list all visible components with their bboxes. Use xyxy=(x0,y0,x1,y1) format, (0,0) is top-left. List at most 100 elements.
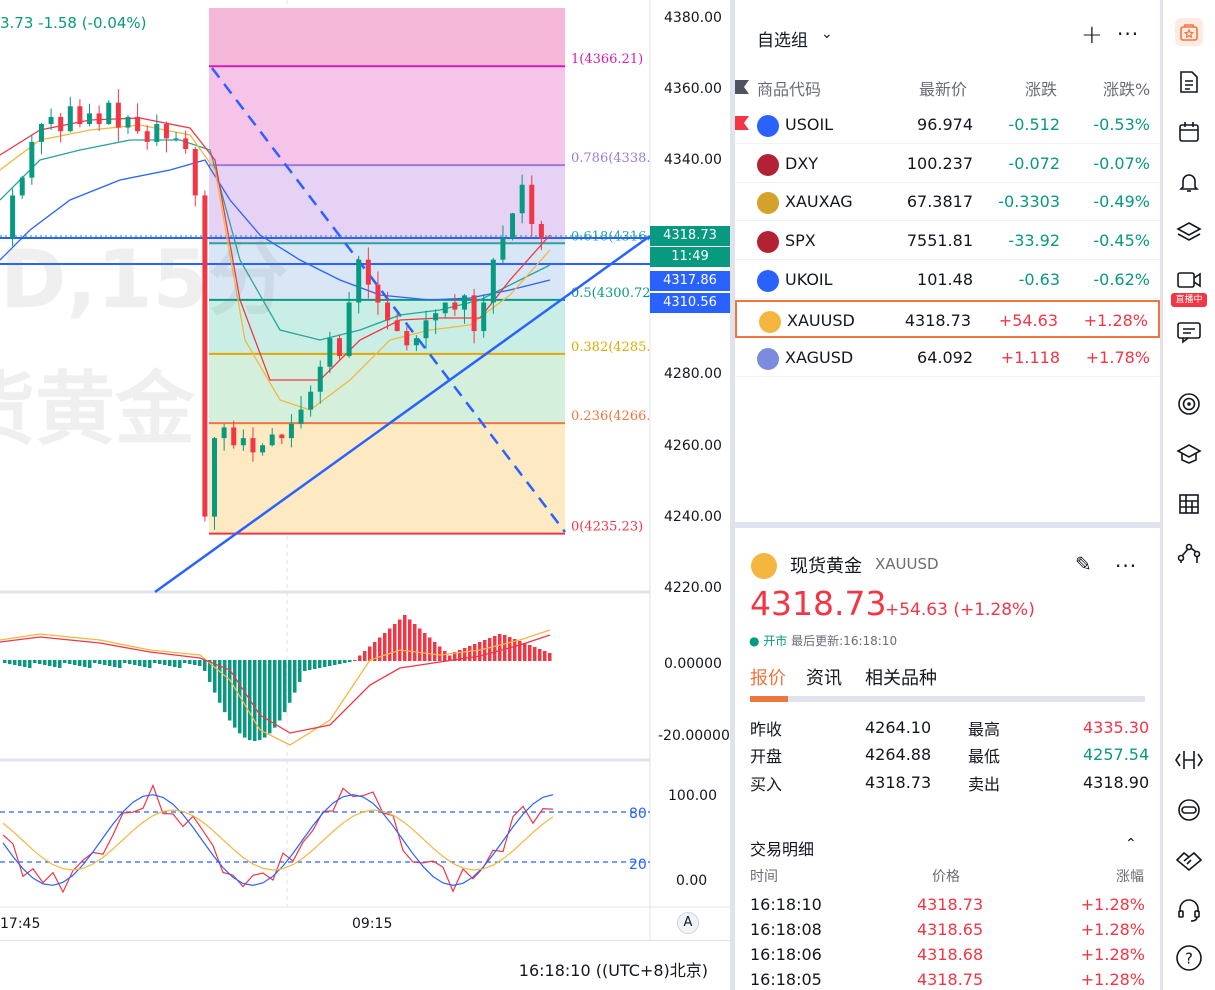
chevron-down-icon[interactable]: ⌄ xyxy=(821,26,833,42)
watchlist-row-dxy[interactable]: DXY 100.237 -0.072 -0.07% xyxy=(735,145,1160,183)
row-last: 7551.81 xyxy=(906,231,973,250)
watchlist-columns: 商品代码 最新价 涨跌 涨跌% xyxy=(735,70,1160,106)
macd-bar xyxy=(433,642,437,661)
auto-scale-button[interactable]: A xyxy=(677,912,699,934)
watchlist-icon[interactable] xyxy=(1175,18,1203,46)
panel-divider-horizontal[interactable] xyxy=(735,522,1160,528)
macd-bar xyxy=(458,650,462,661)
education-icon[interactable] xyxy=(1175,440,1203,468)
row-change: -0.072 xyxy=(1008,154,1060,173)
watchlist-row-usoil[interactable]: USOIL 96.974 -0.512 -0.53% xyxy=(735,106,1160,144)
macd-bar xyxy=(448,655,452,661)
add-symbol-icon[interactable]: + xyxy=(1081,20,1103,50)
target-icon[interactable] xyxy=(1175,390,1203,418)
candle-body xyxy=(404,331,410,346)
bell-icon[interactable] xyxy=(1175,168,1203,196)
watchlist-title[interactable]: 自选组 xyxy=(757,31,808,51)
candle-body xyxy=(240,438,246,446)
row-symbol: UKOIL xyxy=(785,270,833,289)
candle-body xyxy=(19,177,25,196)
low-value: 4257.54 xyxy=(1083,745,1150,764)
support-icon[interactable] xyxy=(1175,896,1203,924)
panel-divider[interactable] xyxy=(730,0,735,990)
watchlist-row-xauusd[interactable]: XAUUSD 4318.73 +54.63 +1.28% xyxy=(735,300,1160,338)
calendar-icon[interactable] xyxy=(1175,118,1203,146)
row-last: 64.092 xyxy=(917,348,973,367)
candle-body xyxy=(413,338,419,346)
tab-news[interactable]: 资讯 xyxy=(806,668,842,689)
macd-bar xyxy=(173,660,177,667)
macd-bar xyxy=(163,660,167,665)
more-icon[interactable]: ··· xyxy=(1117,22,1140,46)
grid-icon[interactable] xyxy=(1175,490,1203,518)
prev-close-value: 4264.10 xyxy=(865,718,932,737)
watchlist-row-xagusd[interactable]: XAGUSD 64.092 +1.118 +1.78% xyxy=(735,339,1160,377)
edit-icon[interactable]: ✎ xyxy=(1075,552,1092,576)
chevron-up-icon[interactable]: ⌃ xyxy=(1125,836,1137,852)
prev-close-label: 昨收 xyxy=(750,720,783,739)
col-last[interactable]: 最新价 xyxy=(919,80,968,99)
col-change[interactable]: 涨跌 xyxy=(1025,80,1058,99)
macd-bar xyxy=(423,633,427,661)
col-change-pct[interactable]: 涨跌% xyxy=(1103,80,1151,99)
handshake-icon[interactable] xyxy=(1175,846,1203,874)
watchlist-row-ukoil[interactable]: UKOIL 101.48 -0.63 -0.62% xyxy=(735,261,1160,299)
watchlist-row-spx[interactable]: SPX 7551.81 -33.92 -0.45% xyxy=(735,222,1160,260)
macd-bar xyxy=(73,660,77,665)
macd-bar xyxy=(318,660,322,668)
macd-bar xyxy=(438,646,442,661)
macd-bar xyxy=(468,646,472,661)
chart-area[interactable]: 1(4366.21) 0.786(4338. 0.618(4316. 0.5(4300… xyxy=(0,0,730,990)
macd-bar xyxy=(503,635,507,661)
open-value: 4264.88 xyxy=(865,745,932,764)
fib-level-label: 0.5(4300.72 xyxy=(571,286,651,301)
row-last: 96.974 xyxy=(917,115,973,134)
macd-bar xyxy=(308,660,312,670)
video-icon[interactable] xyxy=(1175,266,1203,294)
trade-col-pct: 涨幅 xyxy=(1116,869,1144,885)
macd-bar xyxy=(413,624,417,661)
macd-bar xyxy=(533,647,537,661)
layers-icon[interactable] xyxy=(1175,218,1203,246)
macd-bar xyxy=(43,660,47,665)
chart-canvas[interactable]: 1(4366.21) 0.786(4338. 0.618(4316. 0.5(4300… xyxy=(0,0,730,940)
row-last: 4318.73 xyxy=(904,311,971,330)
price-axis-label: 4340.00 xyxy=(664,152,722,168)
clock-display[interactable]: 16:18:10 ((UTC+8)北京) xyxy=(518,961,708,980)
flag-icon[interactable] xyxy=(735,80,749,94)
news-icon[interactable] xyxy=(1175,68,1203,96)
detail-more-icon[interactable]: ··· xyxy=(1115,554,1138,578)
detail-price: 4318.73 xyxy=(750,584,887,623)
red-flag-icon[interactable] xyxy=(735,116,749,130)
macd-bar xyxy=(303,660,307,671)
tab-quote[interactable]: 报价 xyxy=(750,668,786,689)
row-change: -0.3303 xyxy=(998,192,1060,211)
macd-bar xyxy=(373,642,377,661)
trade-col-price: 价格 xyxy=(932,869,960,885)
row-change: -0.512 xyxy=(1008,115,1060,134)
row-symbol: DXY xyxy=(785,154,819,173)
chart-bottom-bar: 16:18:10 ((UTC+8)北京) xyxy=(0,940,730,990)
watchlist-row-xauxag[interactable]: XAUXAG 67.3817 -0.3303 -0.49% xyxy=(735,183,1160,221)
candle-body xyxy=(87,113,93,125)
macd-bar xyxy=(323,660,327,667)
chat-icon[interactable] xyxy=(1175,318,1203,346)
help-icon[interactable]: ? xyxy=(1175,944,1203,972)
price-axis-label: 4360.00 xyxy=(664,81,722,97)
macd-bar xyxy=(138,660,142,666)
candle-body xyxy=(490,259,496,303)
tab-related[interactable]: 相关品种 xyxy=(865,668,937,689)
candle-body xyxy=(154,124,160,142)
network-icon[interactable] xyxy=(1175,538,1203,566)
trade-time: 16:18:08 xyxy=(750,920,822,939)
ask-value: 4318.90 xyxy=(1083,773,1150,792)
col-symbol[interactable]: 商品代码 xyxy=(757,80,822,99)
macd-bar xyxy=(243,660,247,738)
stoch-k-line xyxy=(2,783,554,894)
line-price-tag-1: 4317.86 xyxy=(650,271,730,291)
resize-icon[interactable] xyxy=(1175,746,1203,774)
toolbar-divider xyxy=(1160,0,1163,990)
robot-icon[interactable] xyxy=(1175,796,1203,824)
row-last: 101.48 xyxy=(917,270,973,289)
macd-bar xyxy=(333,660,337,665)
